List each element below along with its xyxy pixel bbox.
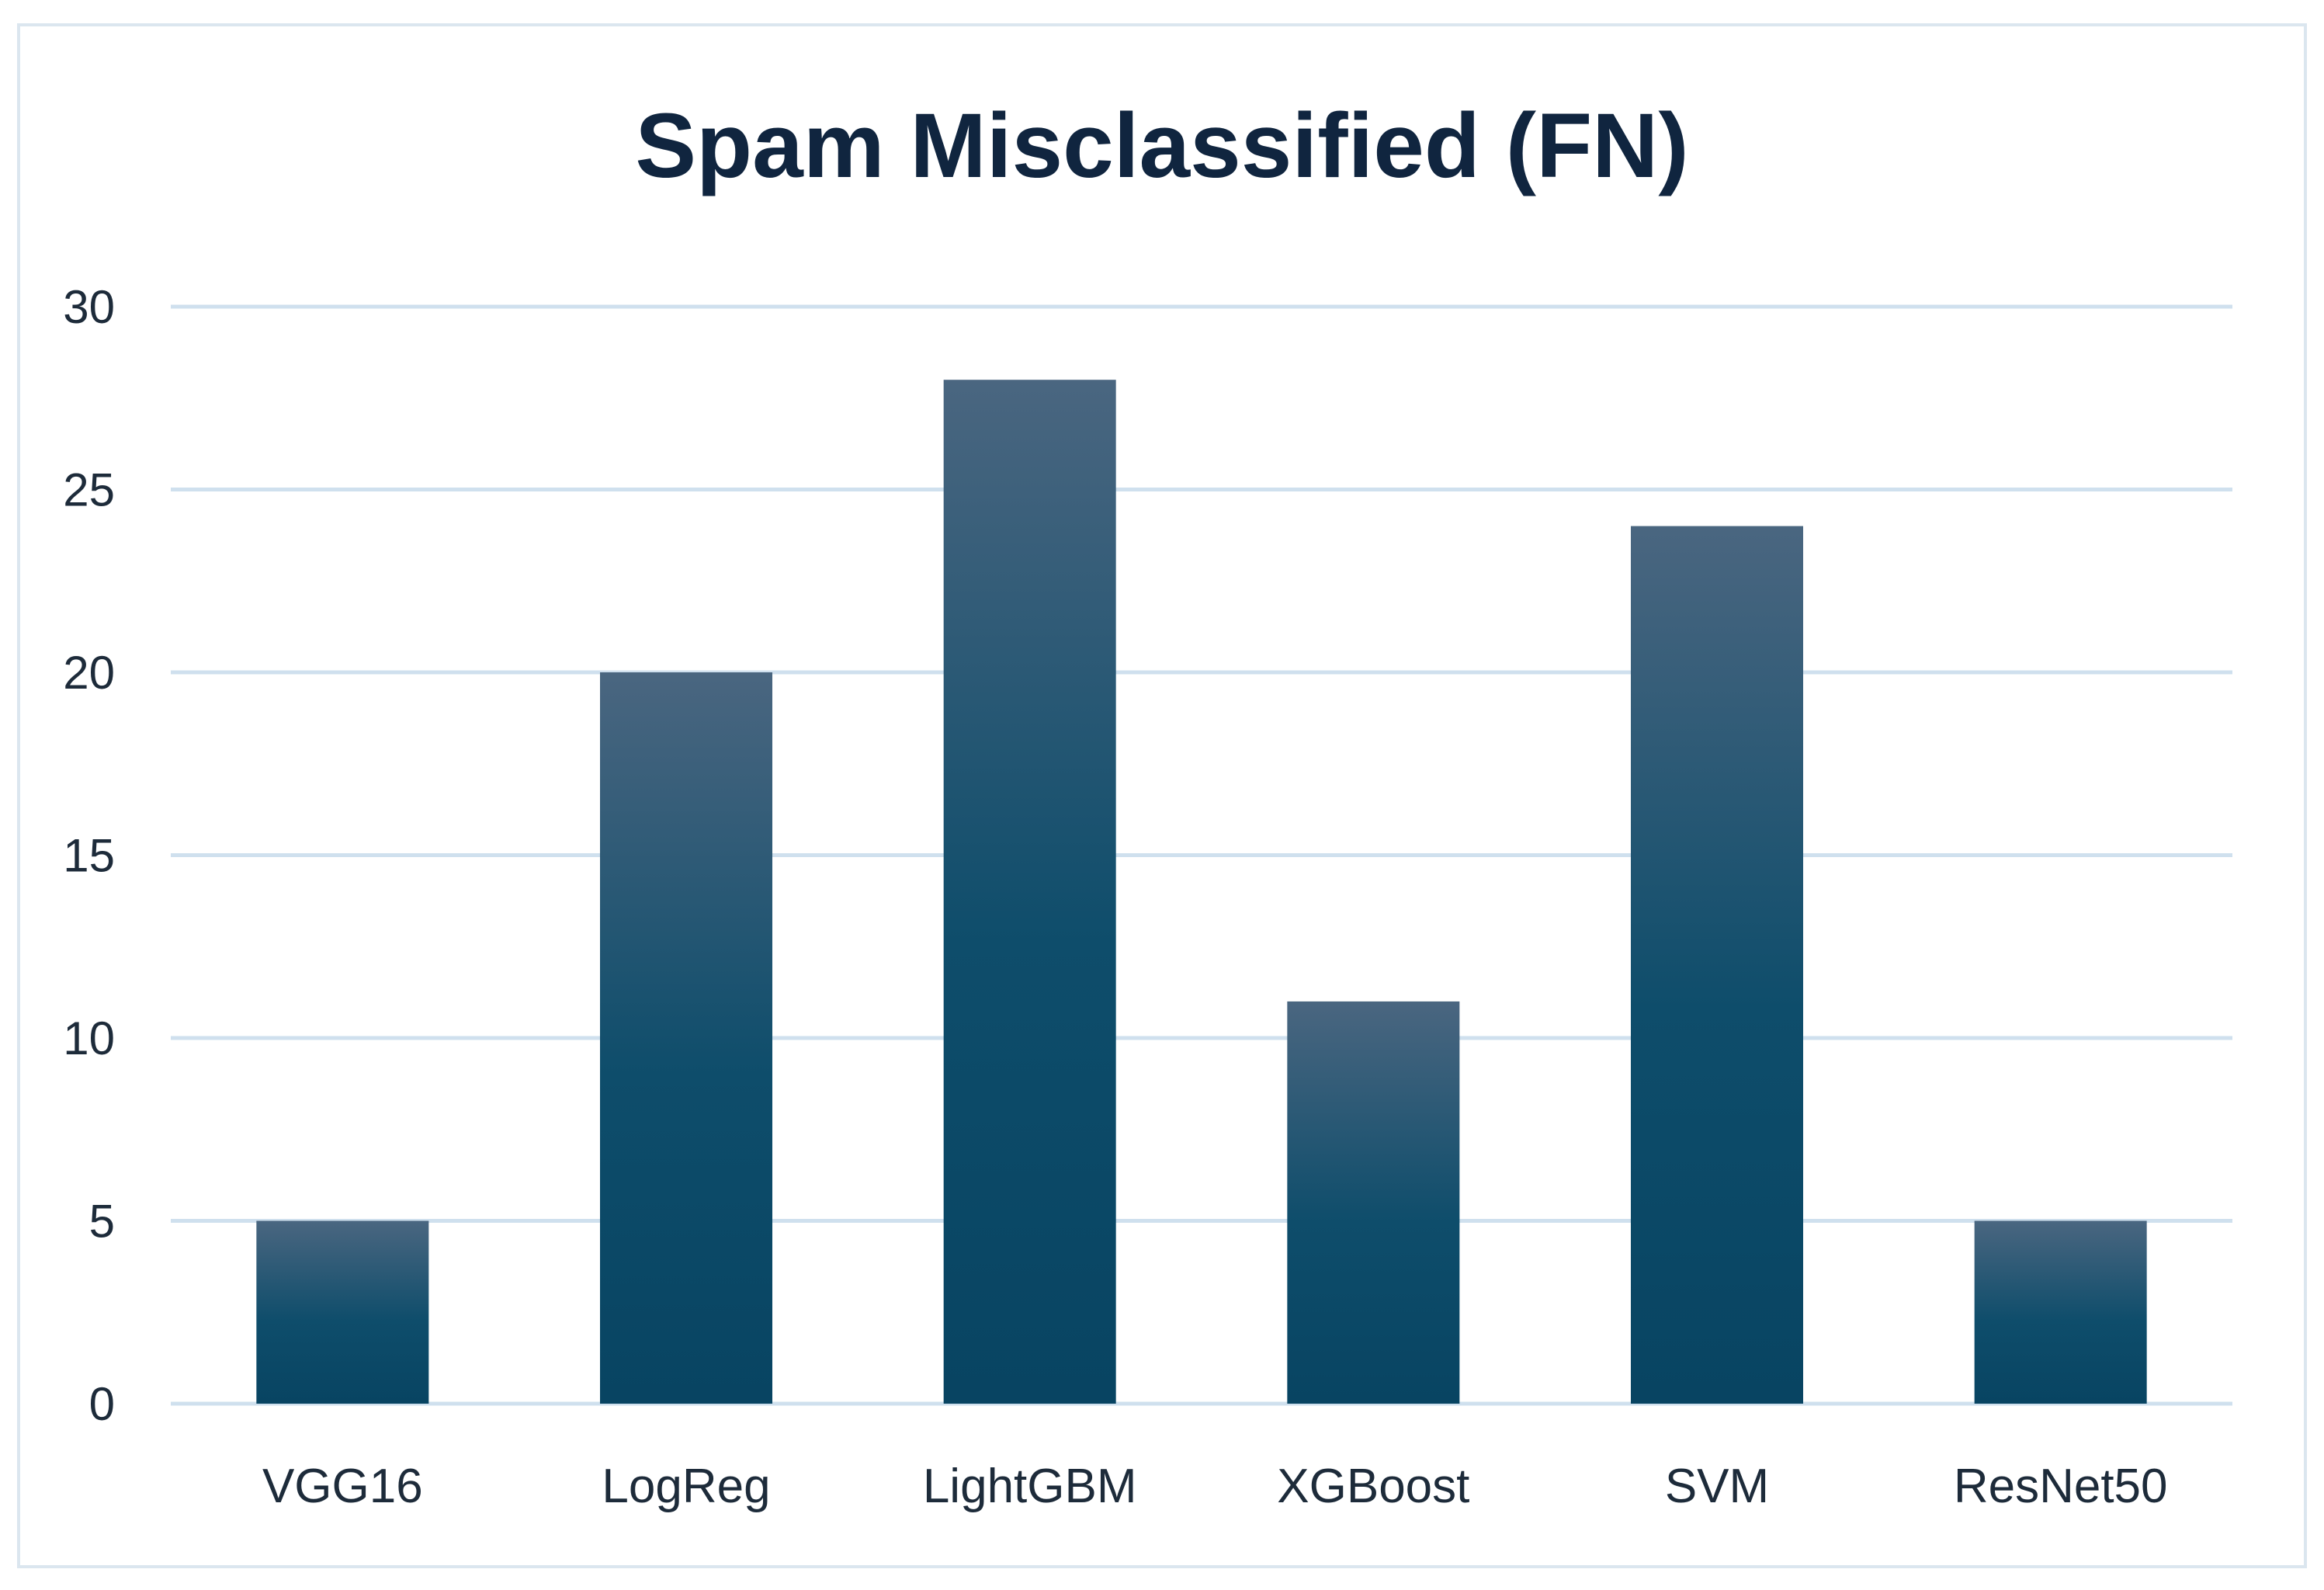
- y-tick-label: 5: [89, 1196, 115, 1248]
- x-tick-label: LightGBM: [923, 1460, 1137, 1513]
- x-tick-label: XGBoost: [1277, 1460, 1469, 1513]
- x-tick-label: LogReg: [602, 1460, 770, 1513]
- bar-vgg16: [256, 1220, 429, 1404]
- y-tick-label: 25: [63, 464, 115, 516]
- x-axis-labels: VGG16 LogReg LightGBM XGBoost SVM ResNet50: [262, 1460, 2168, 1513]
- x-tick-label: SVM: [1665, 1460, 1769, 1513]
- bar-resnet50: [1974, 1220, 2147, 1404]
- gridlines: [171, 304, 2232, 1406]
- bars: [256, 380, 2147, 1404]
- y-axis-ticks: 0 5 10 15 20 25 30: [63, 281, 115, 1430]
- y-tick-label: 15: [63, 830, 115, 882]
- y-tick-label: 20: [63, 647, 115, 699]
- chart-title: Spam Misclassified (FN): [635, 95, 1689, 197]
- bar-lightgbm: [943, 380, 1116, 1404]
- y-tick-label: 10: [63, 1012, 115, 1064]
- x-tick-label: ResNet50: [1954, 1460, 2168, 1513]
- bar-svm: [1631, 526, 1803, 1404]
- x-tick-label: VGG16: [262, 1460, 423, 1513]
- y-tick-label: 30: [63, 281, 115, 333]
- bar-xgboost: [1287, 1001, 1460, 1404]
- y-tick-label: 0: [89, 1378, 115, 1430]
- bar-logreg: [600, 672, 772, 1404]
